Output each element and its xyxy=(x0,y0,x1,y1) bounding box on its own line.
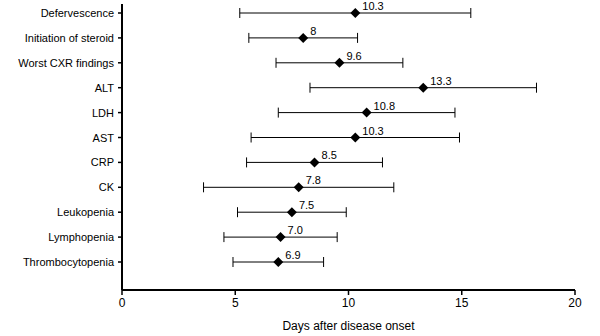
category-label: LDH xyxy=(92,107,114,119)
data-label: 7.8 xyxy=(306,174,321,186)
x-tick xyxy=(574,290,576,295)
y-tick xyxy=(118,62,122,64)
error-bar xyxy=(224,232,337,242)
category-label: Lymphopenia xyxy=(48,231,115,243)
y-tick xyxy=(118,112,122,114)
y-tick xyxy=(118,187,122,189)
error-bar xyxy=(233,257,324,267)
y-tick xyxy=(118,236,122,238)
x-tick xyxy=(348,290,350,295)
error-bar xyxy=(251,133,459,143)
x-tick xyxy=(461,290,463,295)
point-marker xyxy=(350,133,360,143)
error-bar xyxy=(238,207,347,217)
y-tick xyxy=(118,261,122,263)
point-marker xyxy=(298,33,308,43)
data-label: 8 xyxy=(310,25,316,37)
data-label: 7.5 xyxy=(299,199,314,211)
category-label: Thrombocytopenia xyxy=(23,256,115,268)
data-label: 10.3 xyxy=(362,125,383,137)
chart-svg: 0 5 10 15 20 Days after disease onset Deferves… xyxy=(0,0,600,336)
y-axis-line xyxy=(121,4,123,290)
point-marker xyxy=(362,108,372,118)
category-label: Worst CXR findings xyxy=(18,57,114,69)
point-marker xyxy=(310,157,320,167)
y-tick xyxy=(118,211,122,213)
y-tick xyxy=(118,162,122,164)
x-tick-label: 20 xyxy=(568,296,582,310)
point-marker xyxy=(273,257,283,267)
data-label: 7.0 xyxy=(288,224,303,236)
point-marker xyxy=(334,58,344,68)
data-label: 9.6 xyxy=(346,50,361,62)
point-marker xyxy=(418,83,428,93)
point-marker xyxy=(294,182,304,192)
point-marker xyxy=(276,232,286,242)
category-label: Leukopenia xyxy=(57,206,115,218)
x-tick xyxy=(121,290,123,295)
chart-container: 0 5 10 15 20 Days after disease onset Deferves… xyxy=(0,0,600,336)
error-bar xyxy=(276,58,403,68)
error-bar xyxy=(204,182,394,192)
category-label: Defervescence xyxy=(41,7,114,19)
category-label: CRP xyxy=(91,156,114,168)
category-label: CK xyxy=(99,181,115,193)
y-tick xyxy=(118,137,122,139)
y-tick xyxy=(118,37,122,39)
data-label: 13.3 xyxy=(430,75,451,87)
data-label: 10.3 xyxy=(362,0,383,12)
category-label: Initiation of steroid xyxy=(25,32,114,44)
category-label: ALT xyxy=(95,82,115,94)
x-tick-label: 10 xyxy=(342,296,356,310)
error-bar xyxy=(278,108,455,118)
error-bar xyxy=(247,157,383,167)
error-bar xyxy=(249,33,358,43)
y-tick xyxy=(118,12,122,14)
plot-marks xyxy=(204,8,537,267)
data-label: 8.5 xyxy=(322,149,337,161)
y-tick xyxy=(118,87,122,89)
x-axis-title: Days after disease onset xyxy=(282,319,415,333)
x-tick-label: 0 xyxy=(119,296,126,310)
data-label: 10.8 xyxy=(374,100,395,112)
error-bar xyxy=(240,8,471,18)
point-marker xyxy=(287,207,297,217)
data-label: 6.9 xyxy=(285,249,300,261)
category-label: AST xyxy=(93,132,115,144)
error-bar xyxy=(310,83,537,93)
x-tick-label: 15 xyxy=(455,296,469,310)
point-marker xyxy=(350,8,360,18)
x-tick xyxy=(235,290,237,295)
x-tick-label: 5 xyxy=(232,296,239,310)
